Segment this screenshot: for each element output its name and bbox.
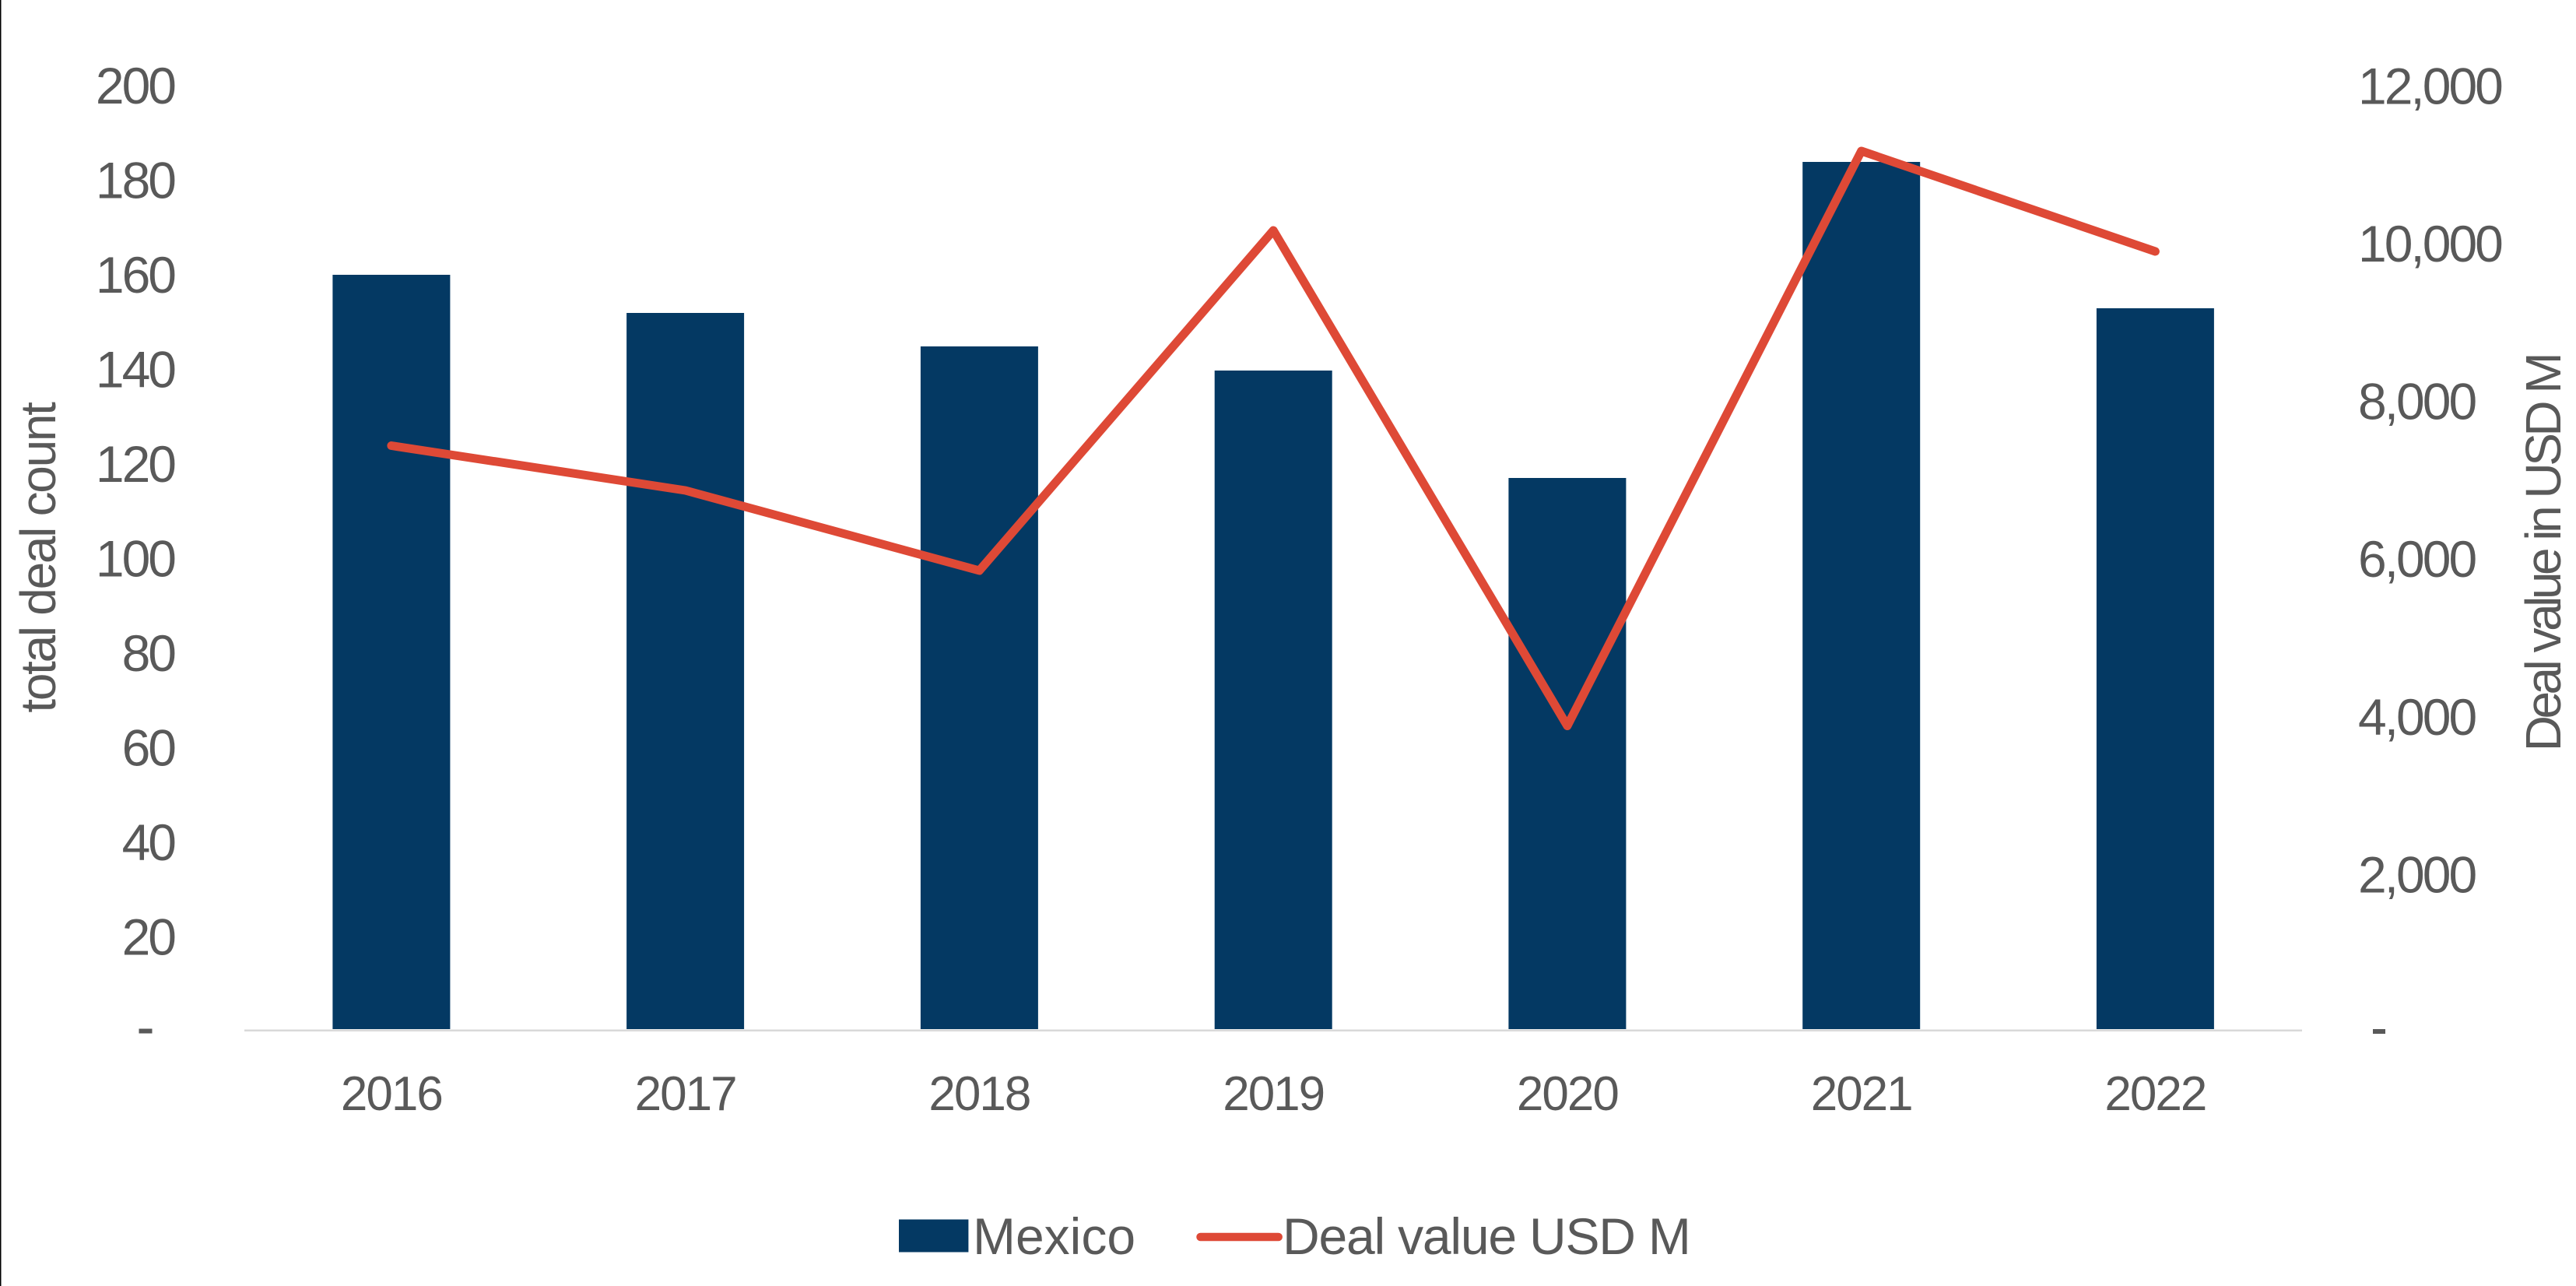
svg-text:2020: 2020 <box>1517 1067 1618 1121</box>
svg-text:2022: 2022 <box>2104 1067 2206 1121</box>
svg-text:2019: 2019 <box>1223 1067 1324 1121</box>
svg-text:60: 60 <box>122 719 176 777</box>
svg-text:Deal value in USD M: Deal value in USD M <box>2515 356 2571 752</box>
svg-text:40: 40 <box>122 813 176 871</box>
svg-text:140: 140 <box>96 341 175 399</box>
svg-text:12,000: 12,000 <box>2358 58 2502 115</box>
svg-text:4,000: 4,000 <box>2358 688 2476 746</box>
svg-text:2021: 2021 <box>1811 1067 1912 1121</box>
svg-text:100: 100 <box>96 530 175 588</box>
svg-text:2017: 2017 <box>635 1067 736 1121</box>
svg-text:2,000: 2,000 <box>2358 845 2476 903</box>
svg-text:200: 200 <box>96 57 175 114</box>
svg-text:2016: 2016 <box>341 1067 442 1121</box>
svg-text:Deal value USD M: Deal value USD M <box>1283 1207 1690 1265</box>
svg-text:160: 160 <box>96 246 175 304</box>
svg-text:8,000: 8,000 <box>2358 373 2476 430</box>
svg-text:180: 180 <box>96 152 175 209</box>
svg-text:80: 80 <box>122 624 176 682</box>
svg-text:20: 20 <box>122 908 176 966</box>
svg-text:2018: 2018 <box>928 1067 1030 1121</box>
svg-text:6,000: 6,000 <box>2358 530 2476 588</box>
svg-text:total deal count: total deal count <box>10 402 66 713</box>
svg-text:10,000: 10,000 <box>2358 215 2502 272</box>
svg-text:Mexico: Mexico <box>973 1207 1135 1265</box>
svg-text:120: 120 <box>96 435 175 493</box>
